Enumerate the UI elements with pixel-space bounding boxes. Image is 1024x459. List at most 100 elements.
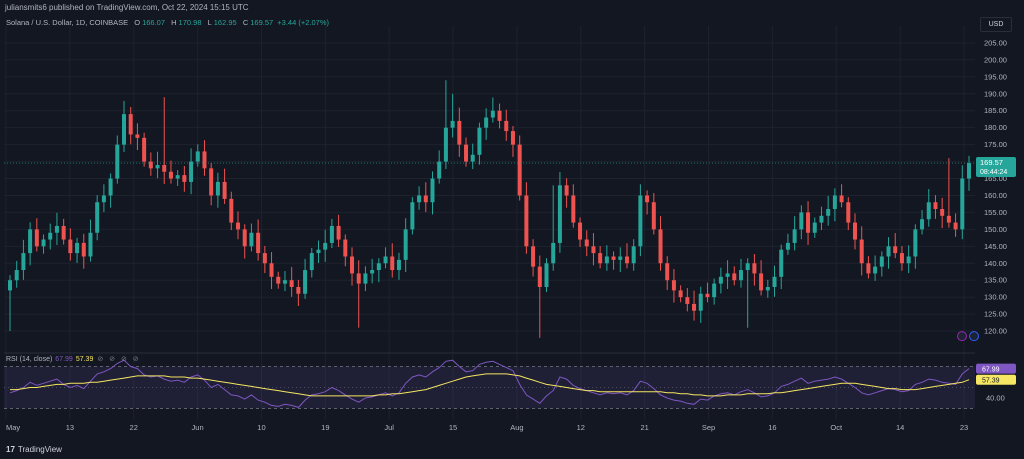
price-tick-label: 155.00	[984, 208, 1007, 217]
candle-body	[812, 222, 817, 233]
time-tick-label: Aug	[510, 423, 523, 432]
candle-body	[685, 297, 690, 304]
candle-body	[168, 171, 173, 179]
candle-body	[175, 175, 180, 179]
candle-body	[832, 195, 837, 210]
candle-body	[101, 195, 106, 203]
candle-body	[142, 137, 147, 162]
price-tick-label: 165.00	[984, 174, 1007, 183]
open-label: O	[134, 18, 141, 27]
candle-body	[631, 246, 636, 264]
candle-body	[195, 151, 200, 162]
brand-name: TradingView	[17, 445, 62, 454]
candle-body	[336, 225, 341, 240]
candle-body	[209, 168, 214, 196]
candle-body	[618, 256, 623, 260]
time-tick-label: Sep	[702, 423, 715, 432]
candle-body	[122, 114, 127, 145]
candle-body	[698, 293, 703, 311]
candle-body	[779, 249, 784, 277]
candle-body	[423, 195, 428, 203]
time-tick-label: Jul	[384, 423, 394, 432]
event-marker-icon	[957, 331, 967, 342]
price-tick-label: 140.00	[984, 259, 1007, 268]
candle-body	[490, 110, 495, 118]
price-chart[interactable]: 120.00 125.00 130.00 135.00 140.00 145.00 150.…	[0, 14, 1024, 440]
candle-body	[651, 202, 656, 230]
candle-body	[282, 280, 287, 284]
candle-body	[95, 202, 100, 233]
candle-body	[839, 195, 844, 203]
time-tick-label: 23	[960, 423, 968, 432]
candle-body	[68, 239, 73, 254]
candle-body	[450, 120, 455, 128]
open-value: 166.07	[142, 18, 166, 27]
time-tick-label: 19	[321, 423, 329, 432]
rsi-tag-value: 67.99	[982, 367, 1000, 374]
candle-body	[678, 290, 683, 298]
price-tick-label: 175.00	[984, 140, 1007, 149]
candle-body	[738, 270, 743, 281]
currency-button[interactable]: USD	[980, 17, 1012, 32]
candle-body	[289, 280, 294, 287]
rsi-tick-label: 40.00	[986, 394, 1005, 403]
tradingview-logo-icon: 17	[6, 445, 15, 454]
candle-body	[189, 161, 194, 182]
candle-body	[759, 273, 764, 291]
time-tick-label: May	[6, 423, 20, 432]
candle-body	[899, 253, 904, 264]
candle-body	[309, 253, 314, 271]
rsi-line	[9, 359, 970, 408]
candle-body	[75, 242, 80, 254]
price-tick-label: 125.00	[984, 310, 1007, 319]
candle-body	[859, 239, 864, 264]
candle-body	[799, 212, 804, 230]
candle-body	[108, 178, 113, 196]
candle-body	[276, 276, 281, 284]
candle-body	[826, 209, 831, 216]
candle-body	[484, 117, 489, 128]
candle-body	[531, 246, 536, 267]
candle-body	[785, 242, 790, 250]
high-value: 170.98	[178, 18, 202, 27]
symbol-name[interactable]: Solana / U.S. Dollar, 1D, COINBASE	[6, 18, 129, 27]
price-tick-label: 185.00	[984, 106, 1007, 115]
candle-body	[48, 232, 53, 240]
candle-body	[584, 239, 589, 247]
time-tick-label: 13	[66, 423, 74, 432]
candle-body	[671, 280, 676, 291]
indicator-settings-icons[interactable]: ⊘ ⊘ ⊘ ⊘	[97, 356, 141, 363]
candle-body	[752, 263, 757, 274]
candle-body	[128, 114, 133, 135]
candle-body	[846, 202, 851, 223]
candle-body	[960, 178, 965, 230]
tradingview-logo[interactable]: 17 TradingView	[6, 445, 62, 454]
candle-body	[303, 270, 308, 294]
rsi-legend-value: 67.99	[55, 356, 73, 363]
time-tick-label: 21	[640, 423, 648, 432]
candle-body	[510, 131, 515, 145]
candle-body	[356, 273, 361, 284]
time-tick-label: 16	[768, 423, 776, 432]
rsi-label[interactable]: RSI (14, close)	[6, 356, 53, 363]
candle-body	[705, 293, 710, 298]
candle-body	[430, 178, 435, 203]
candle-body	[242, 229, 247, 247]
change-value: +3.44 (+2.07%)	[277, 18, 329, 27]
candle-body	[611, 256, 616, 260]
candle-body	[135, 134, 140, 138]
publish-bar: juliansmits6 published on TradingView.co…	[0, 0, 1024, 14]
candle-body	[792, 229, 797, 243]
candle-body	[926, 202, 931, 220]
time-tick-label: 15	[449, 423, 457, 432]
candle-body	[81, 242, 86, 257]
candle-body	[537, 266, 542, 287]
candle-body	[879, 256, 884, 267]
price-tick-label: 160.00	[984, 191, 1007, 200]
candle-body	[115, 144, 120, 179]
rsi-legend: RSI (14, close) 67.99 57.39 ⊘ ⊘ ⊘ ⊘	[6, 355, 141, 363]
candle-body	[14, 270, 19, 281]
candle-body	[383, 256, 388, 264]
candle-body	[564, 185, 569, 196]
candle-body	[873, 266, 878, 274]
